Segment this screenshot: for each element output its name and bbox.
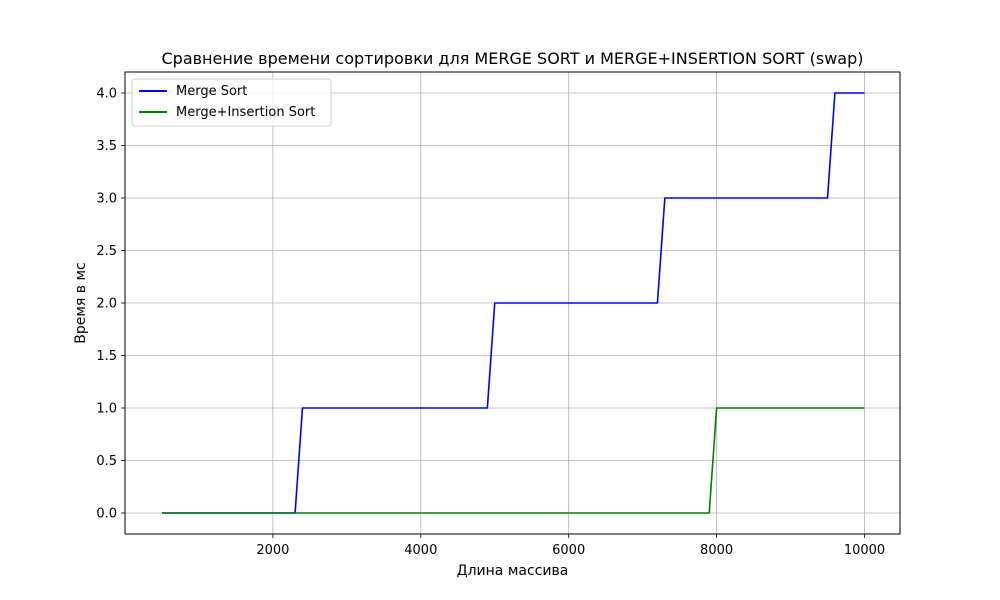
series-layer xyxy=(161,92,865,514)
x-tick-label: 6000 xyxy=(552,543,585,558)
chart-title: Сравнение времени сортировки для MERGE S… xyxy=(161,49,863,68)
y-tick-label: 1.5 xyxy=(96,349,117,364)
x-tick-label: 8000 xyxy=(700,543,733,558)
series-line-merge-sort xyxy=(161,92,865,514)
legend-box xyxy=(131,78,332,127)
legend-label-merge-sort: Merge Sort xyxy=(176,84,247,99)
y-tick-label: 4.0 xyxy=(96,87,117,102)
y-tick-label: 0.0 xyxy=(96,507,117,522)
y-tick-label: 1.0 xyxy=(96,402,117,417)
y-tick-label: 2.0 xyxy=(96,297,117,312)
y-tick-label: 3.5 xyxy=(96,139,117,154)
x-tick-label: 2000 xyxy=(256,543,289,558)
x-tick-label: 10000 xyxy=(844,543,885,558)
x-tick-label: 4000 xyxy=(404,543,437,558)
legend: Merge Sort Merge+Insertion Sort xyxy=(131,78,332,127)
y-tick-label: 0.5 xyxy=(96,454,117,469)
series-line-merge-insertion-sort xyxy=(161,407,865,514)
y-tick-label: 3.0 xyxy=(96,192,117,207)
x-axis-title: Длина массива xyxy=(457,563,569,579)
y-tick-label: 2.5 xyxy=(96,244,117,259)
tick-layer: 2000 4000 6000 8000 10000 0.0 0.5 1.0 1.5 2.0 2.5 3… xyxy=(96,87,885,559)
y-axis-title: Время в мс xyxy=(73,262,89,344)
legend-label-merge-insertion-sort: Merge+Insertion Sort xyxy=(176,105,315,120)
